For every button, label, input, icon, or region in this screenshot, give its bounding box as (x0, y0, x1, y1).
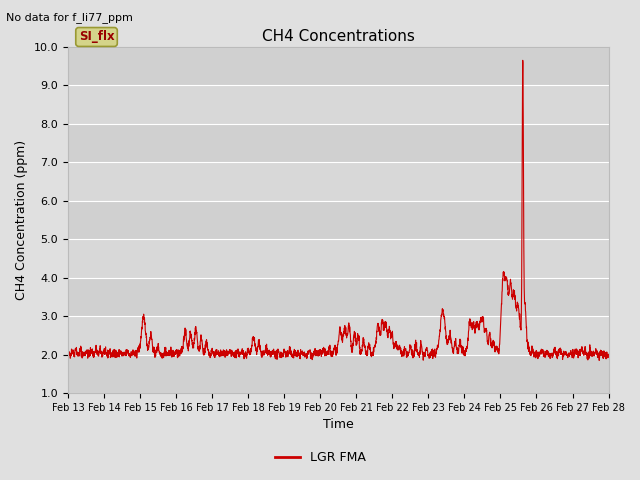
Bar (68, 85, 609, 124)
Y-axis label: CH4 Concentration (ppm): CH4 Concentration (ppm) (15, 140, 28, 300)
Bar (68, 201, 609, 239)
Bar (68, 47, 609, 85)
Bar (68, 316, 609, 355)
Bar (68, 239, 609, 278)
Title: CH4 Concentrations: CH4 Concentrations (262, 29, 415, 44)
Bar (68, 162, 609, 201)
Bar (68, 124, 609, 162)
Text: SI_flx: SI_flx (79, 31, 115, 44)
Bar (68, 278, 609, 316)
X-axis label: Time: Time (323, 419, 354, 432)
Text: No data for f_li77_ppm: No data for f_li77_ppm (6, 12, 133, 23)
Bar (68, 355, 609, 393)
Legend: LGR FMA: LGR FMA (269, 446, 371, 469)
